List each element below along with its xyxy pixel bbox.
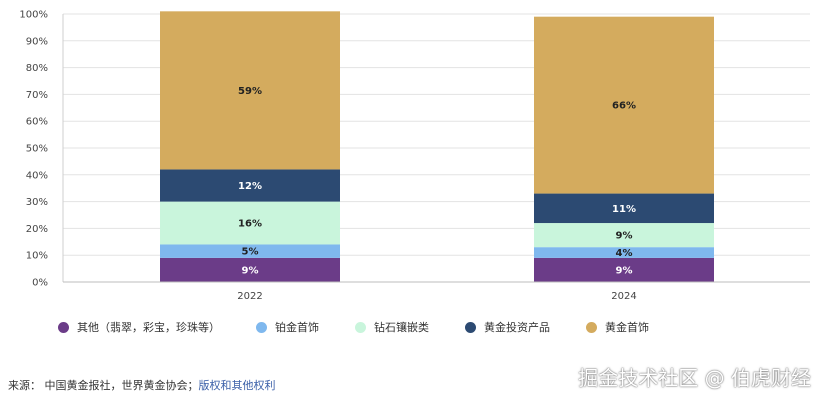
bar-segment	[534, 193, 714, 224]
bar-data-label: 59%	[238, 86, 262, 97]
bar-segment	[534, 247, 714, 258]
source-note: 来源： 中国黄金报社，世界黄金协会；版权和其他权利	[8, 377, 276, 393]
bar-segment	[534, 257, 714, 282]
y-axis: 0% 10% 20% 30% 40% 50% 60% 70% 80% 90% 100%	[19, 10, 64, 289]
bar-data-label: 11%	[612, 204, 636, 215]
legend-item-gold-investment: 黄金投资产品	[465, 319, 550, 335]
legend-label: 黄金首饰	[605, 321, 649, 334]
legend: 其他（翡翠，彩宝，珍珠等） 铂金首饰 钻石镶嵌类 黄金投资产品 黄金首饰	[58, 319, 685, 335]
bar-data-label: 5%	[242, 247, 259, 258]
legend-label: 黄金投资产品	[484, 321, 550, 334]
source-text: 中国黄金报社，世界黄金协会；	[44, 379, 199, 392]
bar-segment	[160, 11, 340, 170]
bar-data-label: 9%	[616, 265, 633, 276]
y-tick-label: 30%	[26, 197, 48, 208]
legend-swatch	[355, 321, 366, 333]
bar-data-label: 16%	[238, 219, 262, 230]
legend-swatch	[586, 321, 597, 333]
legend-label: 其他（翡翠，彩宝，珍珠等）	[77, 321, 220, 334]
y-tick-label: 90%	[26, 36, 48, 47]
source-prefix: 来源：	[8, 379, 41, 392]
x-axis: 2022 2024	[63, 281, 810, 302]
bar-data-label: 12%	[238, 181, 262, 192]
bar-segment	[534, 16, 714, 194]
bar-segment	[160, 257, 340, 282]
y-tick-label: 80%	[26, 63, 48, 74]
x-tick-label: 2022	[237, 291, 262, 302]
bars: 9% 5% 16% 12% 59% 9% 4% 9% 11% 66%	[160, 11, 714, 282]
bar-segment	[160, 244, 340, 258]
y-tick-label: 100%	[19, 10, 48, 21]
rights-link[interactable]: 版权和其他权利	[198, 379, 276, 392]
bar-segment	[534, 223, 714, 248]
legend-item-other: 其他（翡翠，彩宝，珍珠等）	[58, 319, 220, 335]
y-tick-label: 10%	[26, 251, 48, 262]
legend-item-gold-jewelry: 黄金首饰	[586, 319, 649, 335]
bar-segment	[160, 201, 340, 245]
y-tick-label: 50%	[26, 144, 48, 155]
legend-item-platinum: 铂金首饰	[256, 319, 319, 335]
y-tick-label: 60%	[26, 117, 48, 128]
bar-data-label: 4%	[616, 248, 633, 259]
y-tick-label: 0%	[32, 278, 48, 289]
legend-label: 钻石镶嵌类	[374, 321, 429, 334]
legend-label: 铂金首饰	[275, 321, 319, 334]
bar-data-label: 9%	[616, 231, 633, 242]
y-tick-label: 20%	[26, 224, 48, 235]
y-tick-label: 40%	[26, 170, 48, 181]
bar-segment	[160, 169, 340, 202]
watermark: 掘金技术社区 @ 伯虎财经	[578, 366, 811, 390]
legend-swatch	[465, 321, 476, 333]
stacked-bar-chart: 0% 10% 20% 30% 40% 50% 60% 70% 80% 90% 100% 9% 5% 16…	[19, 10, 810, 302]
legend-item-diamond: 钻石镶嵌类	[355, 319, 429, 335]
x-tick-label: 2024	[611, 291, 636, 302]
y-tick-label: 70%	[26, 90, 48, 101]
bar-data-label: 9%	[242, 265, 259, 276]
bar-data-label: 66%	[612, 101, 636, 112]
legend-swatch	[58, 321, 69, 333]
legend-swatch	[256, 321, 267, 333]
